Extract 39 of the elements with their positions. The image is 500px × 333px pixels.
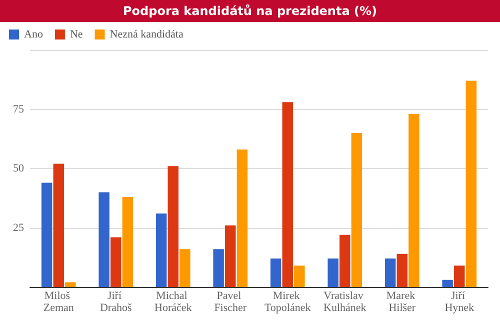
x-tick-label: Jiří Hynek bbox=[444, 290, 475, 314]
y-tick-label: 75 bbox=[13, 103, 24, 116]
bar bbox=[270, 258, 282, 287]
bar bbox=[442, 280, 453, 287]
bar bbox=[351, 132, 362, 287]
bar bbox=[328, 258, 338, 287]
bar bbox=[53, 164, 64, 287]
bar bbox=[396, 254, 408, 287]
bar bbox=[282, 102, 293, 287]
bar bbox=[41, 182, 52, 287]
y-tick-label: 25 bbox=[13, 222, 24, 234]
legend-label: Ano bbox=[24, 28, 44, 40]
bar bbox=[65, 282, 76, 287]
x-tick-label: Michal Horáček bbox=[154, 290, 192, 314]
bar bbox=[225, 225, 236, 287]
bar bbox=[110, 237, 122, 287]
y-tick-label: 50 bbox=[13, 162, 24, 174]
chart-title: Podpora kandidátů na prezidenta (%) bbox=[0, 0, 500, 22]
bar bbox=[384, 258, 396, 287]
bar bbox=[98, 192, 110, 287]
x-tick-label: Jiří Drahoš bbox=[100, 290, 132, 314]
x-tick-label: Mirek Topolánek bbox=[264, 290, 312, 314]
bar bbox=[340, 234, 350, 287]
bar bbox=[180, 249, 190, 287]
x-tick-label: Vratislav Kulhánek bbox=[323, 290, 367, 314]
x-tick-label: Pavel Fischer bbox=[214, 290, 247, 314]
bar bbox=[294, 266, 305, 287]
bar bbox=[454, 266, 465, 287]
bar bbox=[156, 214, 167, 287]
bar bbox=[213, 249, 224, 287]
bar bbox=[122, 196, 134, 287]
x-tick-label: Marek Hilšer bbox=[386, 290, 418, 314]
bar bbox=[466, 80, 477, 287]
legend-label: Nezná kandidáta bbox=[110, 28, 184, 40]
x-tick-label: Miloš Zeman bbox=[43, 290, 74, 314]
legend-label: Ne bbox=[70, 28, 83, 40]
bar bbox=[408, 114, 420, 287]
bar bbox=[168, 166, 178, 287]
bar bbox=[236, 150, 248, 287]
